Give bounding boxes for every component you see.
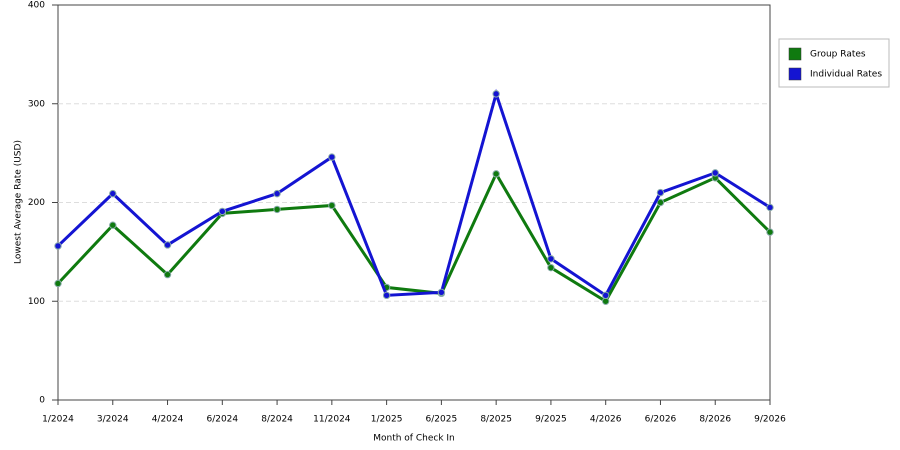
data-point	[109, 189, 117, 198]
legend-swatch	[788, 67, 802, 81]
x-tick-label: 4/2026	[590, 415, 622, 425]
data-point	[656, 188, 665, 197]
data-point	[711, 169, 719, 177]
data-point	[547, 263, 555, 272]
data-point	[54, 242, 62, 250]
series-line	[56, 88, 771, 298]
data-point	[601, 291, 610, 300]
x-tick-label: 8/2024	[261, 415, 293, 425]
x-tick-label: 11/2024	[313, 415, 351, 425]
data-point	[766, 203, 774, 212]
x-tick-label: 9/2026	[754, 415, 786, 425]
x-tick-label: 1/2025	[371, 415, 403, 425]
data-point	[492, 90, 500, 98]
data-point	[163, 270, 172, 279]
x-tick-label: 4/2024	[152, 415, 184, 425]
x-tick-label: 9/2025	[535, 415, 567, 425]
data-point	[492, 170, 500, 178]
data-point	[218, 207, 227, 216]
data-point	[109, 221, 117, 229]
legend-label: Group Rates	[810, 50, 866, 60]
y-tick-label: 400	[28, 1, 45, 11]
y-tick-label: 200	[28, 198, 45, 208]
x-axis-label: Month of Check In	[373, 434, 455, 444]
x-tick-label: 3/2024	[97, 415, 129, 425]
data-point	[437, 288, 446, 297]
data-point	[656, 198, 665, 207]
y-tick-label: 300	[28, 99, 45, 109]
data-point	[382, 291, 391, 300]
y-tick-label: 100	[28, 297, 45, 307]
data-point	[547, 255, 555, 263]
legend-label: Individual Rates	[810, 70, 882, 80]
legend-swatch	[788, 47, 802, 61]
x-tick-label: 6/2026	[645, 415, 677, 425]
data-point	[273, 205, 281, 214]
x-tick-label: 8/2025	[480, 415, 512, 425]
y-tick-label: 0	[39, 396, 45, 406]
x-tick-label: 8/2026	[699, 415, 731, 425]
data-point	[766, 228, 774, 236]
data-point	[163, 241, 172, 249]
y-axis-label: Lowest Average Rate (USD)	[14, 140, 24, 264]
data-point	[273, 189, 281, 198]
series-line	[56, 170, 772, 304]
data-point	[328, 201, 336, 210]
x-tick-label: 6/2025	[426, 415, 458, 425]
data-point	[328, 153, 336, 161]
x-tick-label: 1/2024	[42, 415, 74, 425]
x-tick-label: 6/2024	[206, 415, 238, 425]
data-point	[54, 279, 62, 288]
